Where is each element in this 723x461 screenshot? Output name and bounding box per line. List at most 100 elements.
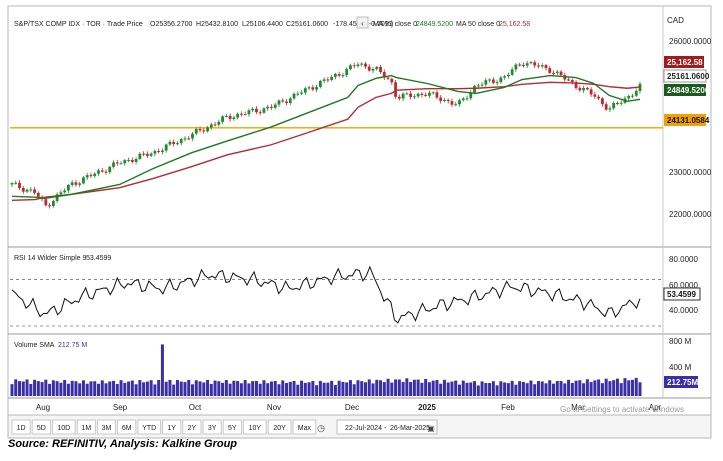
candle-body bbox=[484, 80, 488, 85]
candle-body bbox=[119, 163, 123, 165]
x-axis-label: Oct bbox=[189, 403, 202, 412]
volume-bar bbox=[224, 379, 228, 396]
volume-bar bbox=[597, 379, 601, 396]
volume-bar bbox=[202, 382, 206, 396]
volume-bar bbox=[127, 381, 131, 396]
candle-body bbox=[251, 108, 255, 111]
ma50-line bbox=[11, 81, 641, 202]
period-button-5y[interactable] bbox=[222, 419, 242, 435]
date-range-picker[interactable] bbox=[336, 419, 438, 435]
candle-body bbox=[552, 72, 555, 74]
candle-body bbox=[55, 194, 59, 201]
last-price-tag bbox=[664, 56, 704, 68]
volume-bar bbox=[337, 380, 341, 396]
candle-body bbox=[300, 92, 303, 94]
period-button-max[interactable] bbox=[292, 419, 317, 435]
candle-body bbox=[454, 104, 458, 106]
candle-body bbox=[145, 153, 149, 156]
ma21-tag-text: 24849.5200 bbox=[667, 86, 710, 95]
volume-bar bbox=[25, 379, 29, 396]
volume-bar bbox=[555, 380, 559, 396]
period-button-5d[interactable] bbox=[31, 419, 51, 435]
period-button-ytd[interactable] bbox=[137, 419, 162, 435]
period-button-1d[interactable] bbox=[11, 419, 31, 435]
currency-label: CAD bbox=[667, 16, 684, 25]
volume-bar bbox=[10, 384, 14, 396]
candle-body bbox=[503, 76, 507, 78]
volume-bar bbox=[239, 383, 243, 396]
candle-body bbox=[10, 183, 14, 185]
volume-bar bbox=[352, 384, 356, 396]
volume-bar bbox=[187, 379, 191, 396]
ma21-tag bbox=[664, 84, 706, 96]
candle-body bbox=[228, 115, 232, 120]
candle-body bbox=[164, 144, 168, 151]
volume-bar bbox=[164, 381, 168, 396]
candle-body bbox=[559, 71, 563, 76]
volume-bar bbox=[36, 381, 40, 396]
volume-bar bbox=[326, 382, 330, 396]
period-button-20y[interactable] bbox=[267, 419, 292, 435]
period-button-1y[interactable] bbox=[162, 419, 182, 435]
volume-bar bbox=[266, 383, 270, 396]
volume-bar bbox=[74, 381, 78, 396]
volume-bar bbox=[130, 380, 134, 396]
candle-body bbox=[634, 90, 638, 96]
candle-body bbox=[221, 116, 224, 122]
period-button-10d[interactable] bbox=[51, 419, 76, 435]
volume-bar bbox=[499, 381, 503, 396]
volume-bar bbox=[138, 380, 142, 396]
candle-body bbox=[266, 106, 270, 109]
candle-body bbox=[29, 189, 33, 191]
candle-body bbox=[21, 187, 25, 192]
candle-body bbox=[619, 102, 623, 104]
volume-bar bbox=[168, 379, 172, 396]
volume-bar bbox=[461, 380, 465, 396]
windows-watermark: Go to Settings to activate Windows bbox=[560, 405, 684, 414]
x-axis-label: 2025 bbox=[418, 403, 436, 412]
period-button-3m[interactable] bbox=[96, 419, 117, 435]
candle-body bbox=[112, 162, 115, 167]
candle-body bbox=[525, 63, 529, 66]
candle-body bbox=[578, 88, 582, 91]
candle-body bbox=[574, 82, 578, 89]
candle-body bbox=[63, 190, 67, 193]
candle-body bbox=[356, 64, 360, 67]
volume-bar bbox=[153, 384, 157, 396]
period-button-10y[interactable] bbox=[242, 419, 267, 435]
volume-bar bbox=[521, 381, 525, 396]
volume-bar bbox=[612, 380, 616, 396]
volume-bar bbox=[96, 383, 100, 396]
period-button-6m[interactable] bbox=[117, 419, 137, 435]
period-button-1m[interactable] bbox=[76, 419, 96, 435]
legend-collapse-button[interactable] bbox=[356, 16, 369, 29]
rsi-legend-value: 53.4599 bbox=[86, 255, 111, 262]
volume-bar bbox=[431, 380, 435, 396]
clock-icon[interactable]: ◷ bbox=[317, 423, 325, 433]
candle-body bbox=[247, 110, 251, 115]
volume-bar bbox=[333, 385, 337, 396]
volume-bar bbox=[311, 380, 315, 396]
candle-body bbox=[480, 84, 484, 86]
volume-bar bbox=[273, 380, 277, 396]
candle-body bbox=[161, 150, 164, 153]
volume-bar bbox=[70, 380, 74, 396]
candle-body bbox=[424, 95, 428, 97]
volume-bar bbox=[394, 379, 398, 396]
volume-bar bbox=[134, 384, 138, 396]
period-button-3y[interactable] bbox=[202, 419, 222, 435]
period-button-label: 20Y bbox=[273, 425, 286, 432]
x-axis-label: Aug bbox=[36, 403, 50, 412]
ma50-legend-value: 25,162.58 bbox=[499, 21, 530, 28]
candle-body bbox=[544, 65, 548, 69]
calendar-icon[interactable]: ▣ bbox=[427, 424, 435, 433]
volume-bar bbox=[412, 379, 416, 396]
ma21-legend-label: MA 21 close 0 bbox=[373, 21, 417, 28]
period-button-2y[interactable] bbox=[182, 419, 202, 435]
candle-body bbox=[491, 79, 495, 83]
candle-body bbox=[458, 100, 461, 105]
volume-bar bbox=[44, 379, 48, 396]
hline-tag-text: 24131.0584 bbox=[667, 116, 710, 125]
volume-bar bbox=[473, 381, 477, 396]
